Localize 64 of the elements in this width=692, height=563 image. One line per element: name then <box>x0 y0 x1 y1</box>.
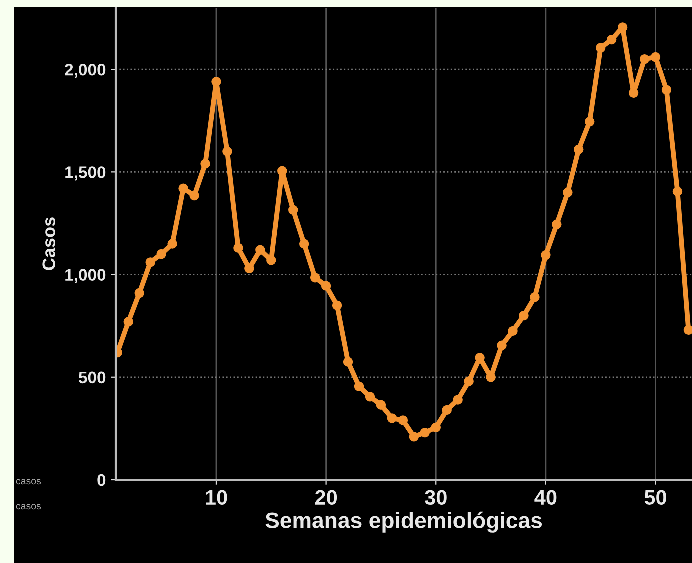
point <box>354 382 364 392</box>
point <box>541 250 551 260</box>
point <box>442 405 452 416</box>
point <box>222 146 232 157</box>
y-tick-label: 500 <box>78 372 106 384</box>
point <box>200 159 210 169</box>
point <box>156 249 166 260</box>
point <box>530 292 540 302</box>
point <box>387 414 398 424</box>
point <box>662 85 672 95</box>
x-tick-label: 50 <box>644 490 666 506</box>
point <box>321 281 332 291</box>
point <box>628 88 639 98</box>
point <box>640 54 650 64</box>
point <box>464 376 474 386</box>
point <box>365 392 376 402</box>
point <box>563 188 573 198</box>
point <box>256 245 266 256</box>
point <box>343 357 354 367</box>
point <box>431 422 441 433</box>
point <box>299 239 310 249</box>
y-tick-label: 0 <box>98 474 106 486</box>
point <box>278 166 288 176</box>
point <box>212 77 222 87</box>
point <box>650 52 661 62</box>
point <box>618 22 628 32</box>
point <box>409 432 420 442</box>
y-tick-label: 1,000 <box>66 269 106 284</box>
point <box>310 273 320 283</box>
point <box>266 256 276 266</box>
point <box>453 395 463 405</box>
point <box>574 144 584 154</box>
x-tick-label: 10 <box>206 490 228 506</box>
text: casos <box>16 504 42 510</box>
point <box>672 186 683 197</box>
point <box>178 184 188 194</box>
point <box>552 220 562 230</box>
point <box>124 317 134 327</box>
y-axis-title: Casos <box>42 218 56 270</box>
y-tick-label: 2,000 <box>65 64 106 78</box>
x-tick-label: 20 <box>315 490 338 506</box>
point <box>376 400 386 410</box>
point <box>420 428 430 438</box>
point <box>684 325 692 336</box>
point <box>234 243 244 253</box>
point <box>497 340 507 350</box>
point <box>585 117 595 127</box>
point <box>190 190 200 201</box>
point <box>332 300 342 310</box>
x-tick-label: 40 <box>534 490 557 506</box>
point <box>486 372 496 382</box>
point <box>134 288 144 298</box>
point <box>508 326 518 336</box>
point <box>606 34 617 45</box>
y-tick-label: 1,500 <box>66 166 106 181</box>
x-tick-label: 30 <box>425 490 447 506</box>
point <box>288 205 298 215</box>
point <box>596 43 606 53</box>
text: casos <box>16 479 42 485</box>
point <box>398 416 408 426</box>
point <box>519 310 529 321</box>
x-axis-title: Semanas epidemiológicas <box>266 512 542 533</box>
point <box>168 239 178 249</box>
point <box>146 258 156 268</box>
